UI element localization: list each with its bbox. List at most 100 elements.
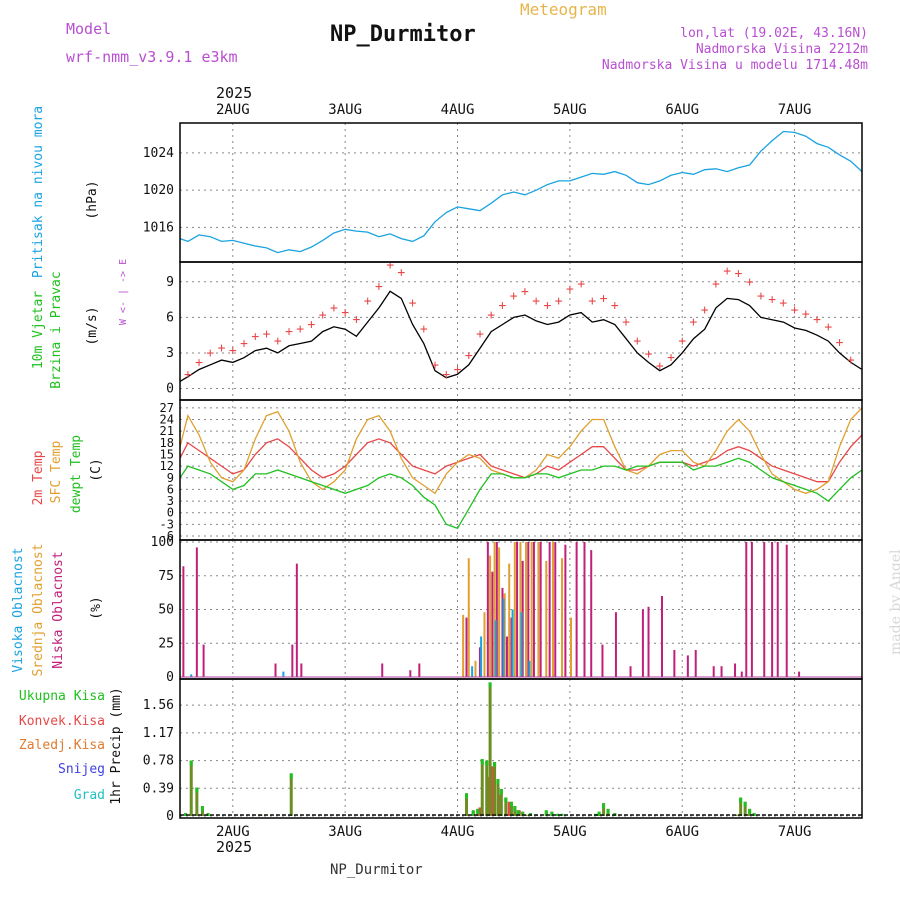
gust-marker: +	[768, 293, 776, 308]
bar-cap	[556, 813, 560, 816]
ylabel-cloud-mid: Srednja Oblacnost	[31, 543, 46, 676]
gust-marker: +	[734, 266, 742, 281]
ylabel-precip: 1hr Precip (mm)	[109, 687, 124, 804]
bar-clouds	[734, 663, 737, 677]
gust-marker: +	[813, 313, 821, 328]
bar-clouds	[282, 671, 285, 677]
bar-clouds	[575, 542, 578, 677]
y-tick-label: 75	[158, 569, 174, 584]
x-tick-label-bottom: 5AUG	[553, 824, 587, 840]
ylabel-cloud-unit: (%)	[89, 596, 104, 619]
x-tick-label-bottom: 3AUG	[328, 824, 362, 840]
bar-clouds	[505, 636, 508, 677]
gust-marker: +	[802, 307, 810, 322]
panel-frame	[179, 399, 863, 541]
bar-clouds	[291, 644, 294, 677]
x-tick-label-bottom: 7AUG	[778, 824, 812, 840]
x-tick-label-bottom: 4AUG	[441, 824, 475, 840]
bar-clouds	[548, 542, 551, 677]
series-line-sfc-temp	[179, 407, 863, 495]
bar-clouds	[486, 542, 489, 677]
bar-clouds	[501, 587, 504, 677]
y-tick-label: 1016	[143, 220, 174, 235]
gust-marker: +	[566, 282, 574, 297]
y-tick-label: 0	[166, 382, 174, 397]
bar-clouds	[202, 644, 205, 677]
gust-marker: +	[791, 303, 799, 318]
model-value: wrf-nmm_v3.9.1 e3km	[66, 48, 238, 66]
bar-clouds	[516, 542, 519, 677]
bar-precip	[488, 682, 492, 816]
bar-clouds	[545, 560, 548, 677]
series-line-2m-temp	[179, 434, 863, 483]
wind-direction-legend: W <- | -> E	[118, 259, 129, 325]
bar-cap	[606, 808, 610, 814]
gust-marker: +	[442, 367, 450, 382]
gust-marker: +	[240, 336, 248, 351]
gust-marker: +	[206, 346, 214, 361]
bar-clouds	[686, 655, 689, 677]
coords: lon,lat (19.02E, 43.16N)	[680, 26, 868, 41]
ylabel-wind-2: Brzina i Pravac	[49, 271, 64, 388]
series-line-dewpt-temp	[179, 457, 863, 530]
series-line-wind-speed	[179, 290, 863, 382]
gust-marker: +	[341, 306, 349, 321]
ylabel-pressure: Pritisak na nivou mora	[31, 106, 46, 278]
bar-precip	[189, 760, 193, 816]
bar-clouds	[530, 542, 533, 677]
gust-marker: +	[487, 308, 495, 323]
year-top: 2025	[216, 84, 253, 102]
y-tick-label: 21	[160, 424, 174, 438]
x-tick-label-top: 7AUG	[778, 102, 812, 118]
bar-cap	[471, 810, 475, 816]
y-tick-label: 6	[167, 482, 174, 496]
y-tick-label: 0	[167, 506, 174, 520]
bar-precip	[743, 801, 747, 816]
panel-clouds: 0 25 50 75 100	[151, 535, 863, 685]
gust-marker: +	[352, 313, 360, 328]
gust-marker: +	[701, 303, 709, 318]
bar-clouds	[494, 620, 497, 677]
bar-clouds	[381, 663, 384, 677]
bar-clouds	[495, 542, 498, 677]
precip-legend-item: Snijeg	[58, 762, 105, 777]
ylabel-sfc: SFC Temp	[49, 441, 64, 504]
gust-marker: +	[555, 294, 563, 309]
y-tick-label: 1.56	[143, 698, 174, 713]
y-tick-label: 18	[160, 436, 174, 450]
bar-cap	[289, 773, 293, 779]
ylabel-cloud-low: Niska Oblacnost	[51, 551, 66, 668]
gust-marker: +	[195, 355, 203, 370]
bar-clouds	[478, 647, 481, 677]
y-tick-label: 0.78	[143, 754, 174, 769]
footer-station: NP_Durmitor	[330, 862, 423, 878]
gust-marker: +	[285, 325, 293, 340]
bar-precip	[499, 789, 503, 816]
gust-marker: +	[779, 296, 787, 311]
y-tick-label: 1024	[143, 146, 174, 161]
bar-cap	[544, 810, 548, 816]
x-tick-label-top: 4AUG	[441, 102, 475, 118]
gust-marker: +	[308, 317, 316, 332]
bar-cap	[485, 760, 489, 766]
gust-marker: +	[645, 347, 653, 362]
bar-cap	[465, 793, 469, 799]
bar-clouds	[552, 542, 555, 677]
gust-marker: +	[847, 353, 855, 368]
x-tick-label-top: 2AUG	[216, 102, 250, 118]
y-tick-label: 0	[166, 809, 174, 824]
y-tick-label: 9	[166, 275, 174, 290]
bar-cap	[602, 803, 606, 809]
gust-marker: +	[588, 294, 596, 309]
gust-marker: +	[577, 277, 585, 292]
gust-marker: +	[678, 334, 686, 349]
year-bottom: 2025	[216, 838, 253, 856]
bar-clouds	[798, 671, 801, 677]
bar-cap	[499, 789, 503, 794]
bar-clouds	[508, 563, 511, 677]
bar-precip	[465, 793, 469, 816]
bar-clouds	[750, 542, 753, 677]
bar-clouds	[503, 593, 506, 677]
bar-clouds	[763, 542, 766, 677]
